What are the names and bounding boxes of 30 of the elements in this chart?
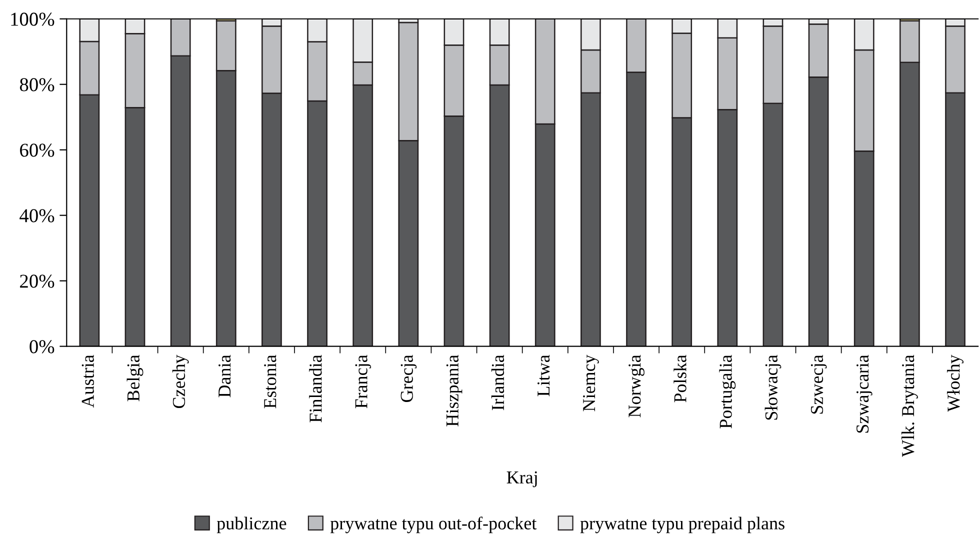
legend-label: prywatne typu out-of-pocket (330, 516, 537, 534)
x-tick-label: Belgia (126, 354, 144, 402)
x-tick-label: Szwecja (810, 354, 827, 414)
x-tick-label: Szwajcaria (856, 354, 872, 433)
y-tick-label: 60% (20, 144, 54, 157)
y-tick-label: 100% (11, 12, 54, 26)
x-tick-label: Francja (355, 354, 372, 408)
x-axis-title: Kraj (506, 471, 537, 488)
x-tick-label: Słowacja (764, 354, 782, 420)
x-tick-label: Austria (82, 354, 94, 408)
x-tick-label: Polska (674, 354, 686, 402)
x-tick-label: Wlk. Brytania (901, 354, 918, 457)
x-tick-label: Czechy (172, 354, 189, 408)
y-tick-label: 0% (30, 340, 54, 354)
x-tick-label: Portugalia (719, 354, 736, 428)
y-tick-label: 80% (20, 78, 54, 92)
x-tick-label: Włochy (947, 354, 964, 412)
x-tick-label: Dania (218, 354, 231, 398)
y-tick-label: 40% (20, 209, 54, 222)
x-tick-label: Finlandia (309, 354, 322, 422)
x-tick-label: Grecja (400, 354, 417, 402)
y-tick-label: 20% (20, 274, 54, 288)
x-tick-label: Irlandia (491, 354, 504, 410)
legend-label: publiczne (216, 516, 286, 534)
x-tick-label: Litwa (538, 354, 550, 396)
x-tick-label: Niemcy (583, 354, 599, 412)
x-tick-label: Estonia (264, 354, 276, 408)
x-tick-label: Norwgia (628, 354, 644, 418)
x-tick-label: Hiszpania (446, 354, 462, 426)
legend-label: prywatne typu prepaid plans (580, 516, 784, 534)
